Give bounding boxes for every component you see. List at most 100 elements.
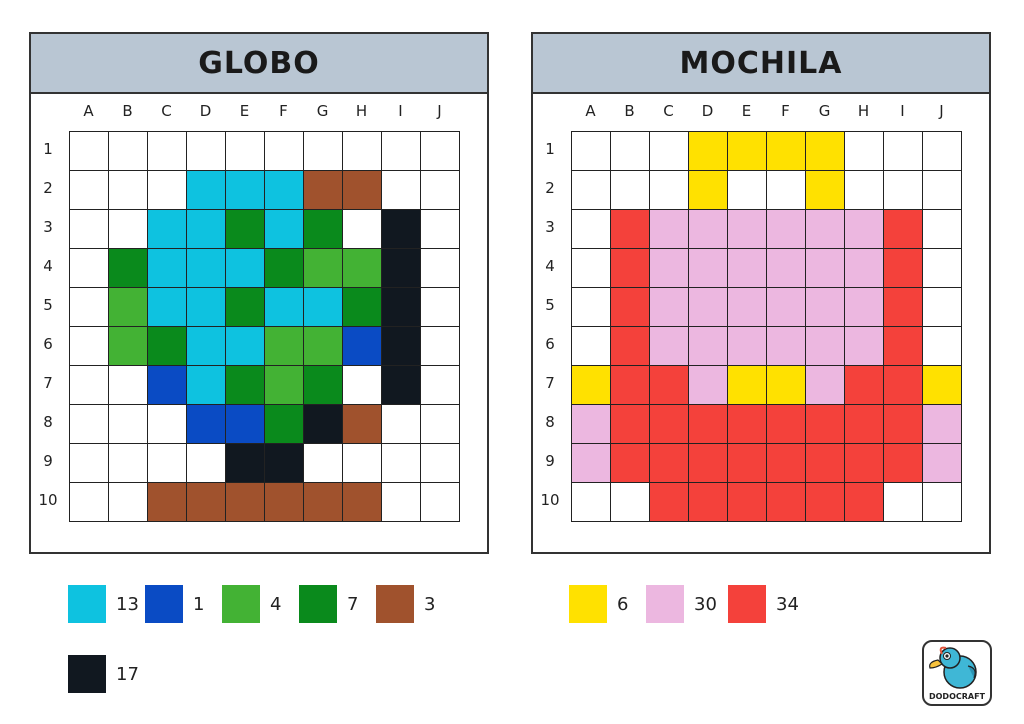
grid-cell (187, 327, 226, 366)
legend-count: 7 (347, 593, 359, 615)
grid-cell (884, 171, 923, 210)
grid-cell (845, 483, 884, 522)
grid-cell (572, 444, 611, 483)
grid-cell (728, 444, 767, 483)
grid-cell (806, 210, 845, 249)
grid-cell (845, 366, 884, 405)
grid-cell (923, 444, 962, 483)
grid-cell (148, 405, 187, 444)
grid-cell (884, 132, 923, 171)
grid-cell (728, 405, 767, 444)
row-label: 4 (545, 257, 555, 275)
dodocraft-logo: DODOCRAFT (922, 640, 992, 706)
grid-cell (650, 132, 689, 171)
grid-cell (70, 327, 109, 366)
grid-cell (421, 249, 460, 288)
grid-cell (806, 132, 845, 171)
grid-cell (226, 288, 265, 327)
grid-cell (304, 249, 343, 288)
grid-cell (806, 327, 845, 366)
globo-row-labels: 1 2 3 4 5 6 7 8 9 10 (31, 130, 65, 520)
column-label: C (161, 102, 172, 120)
grid-cell (845, 327, 884, 366)
grid-cell (304, 210, 343, 249)
row-label: 9 (545, 452, 555, 470)
grid-cell (923, 249, 962, 288)
column-label: J (437, 102, 442, 120)
grid-cell (611, 288, 650, 327)
grid-cell (421, 444, 460, 483)
grid-cell (109, 210, 148, 249)
row-label: 5 (545, 296, 555, 314)
grid-cell (343, 249, 382, 288)
grid-cell (923, 210, 962, 249)
grid-cell (767, 171, 806, 210)
grid-cell (343, 483, 382, 522)
grid-cell (382, 132, 421, 171)
grid-cell (382, 288, 421, 327)
grid-cell (226, 171, 265, 210)
grid-cell (611, 444, 650, 483)
grid-cell (382, 210, 421, 249)
grid-cell (806, 249, 845, 288)
row-label: 1 (43, 140, 53, 158)
grid-cell (767, 327, 806, 366)
legend-item: 30 (646, 585, 717, 623)
grid-cell (226, 444, 265, 483)
grid-cell (728, 132, 767, 171)
legend-count: 34 (776, 593, 799, 615)
column-label: G (818, 102, 831, 120)
grid-cell (148, 132, 187, 171)
row-label: 5 (43, 296, 53, 314)
grid-cell (265, 210, 304, 249)
grid-cell (70, 366, 109, 405)
globo-panel: GLOBO A B C D E F G H I J 1 2 3 4 5 6 7 8 9 10 (29, 32, 489, 554)
grid-cell (109, 288, 148, 327)
column-label: D (199, 102, 212, 120)
grid-cell (304, 483, 343, 522)
grid-cell (806, 483, 845, 522)
row-label: 6 (43, 335, 53, 353)
column-label: J (939, 102, 944, 120)
grid-cell (884, 483, 923, 522)
legend-count: 4 (270, 593, 282, 615)
grid-cell (70, 483, 109, 522)
grid-cell (728, 327, 767, 366)
grid-cell (923, 132, 962, 171)
row-label: 2 (43, 179, 53, 197)
grid-cell (187, 483, 226, 522)
grid-cell (382, 405, 421, 444)
grid-cell (70, 405, 109, 444)
legend-count: 3 (424, 593, 436, 615)
grid-cell (343, 405, 382, 444)
grid-cell (109, 132, 148, 171)
color-swatch (68, 585, 106, 623)
grid-cell (304, 444, 343, 483)
grid-cell (265, 249, 304, 288)
grid-cell (650, 327, 689, 366)
mochila-column-labels: A B C D E F G H I J (571, 102, 961, 126)
grid-cell (343, 132, 382, 171)
column-label: F (279, 102, 288, 120)
grid-cell (689, 444, 728, 483)
row-label: 7 (43, 374, 53, 392)
color-swatch (376, 585, 414, 623)
grid-cell (265, 366, 304, 405)
grid-cell (689, 405, 728, 444)
row-label: 2 (545, 179, 555, 197)
grid-cell (226, 132, 265, 171)
grid-cell (923, 483, 962, 522)
grid-cell (421, 132, 460, 171)
grid-cell (226, 210, 265, 249)
grid-cell (421, 288, 460, 327)
column-label: H (857, 102, 870, 120)
legend-count: 13 (116, 593, 139, 615)
grid-cell (148, 210, 187, 249)
grid-cell (728, 366, 767, 405)
grid-cell (884, 366, 923, 405)
grid-cell (884, 288, 923, 327)
grid-cell (148, 444, 187, 483)
grid-cell (611, 366, 650, 405)
row-label: 8 (43, 413, 53, 431)
grid-cell (689, 249, 728, 288)
